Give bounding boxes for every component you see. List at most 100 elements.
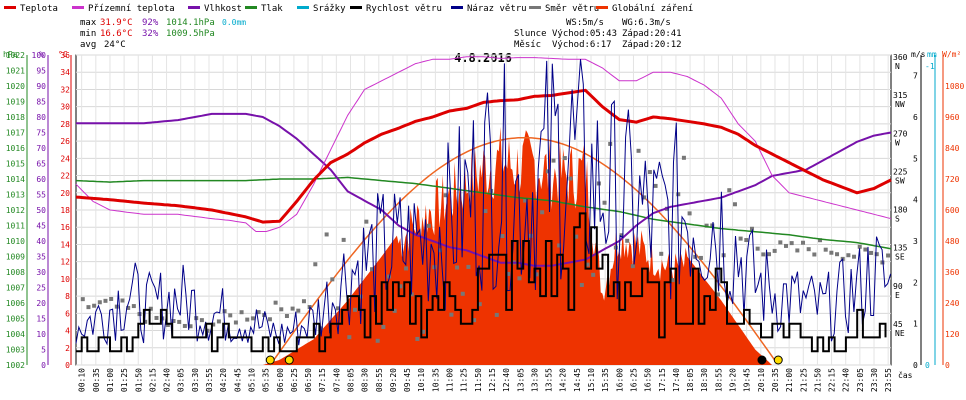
hum-tick-label: 70 [36, 144, 46, 153]
hum-tick-label: 45 [36, 222, 46, 231]
wind-direction-point [392, 308, 397, 313]
dir-deg-label: 45 [893, 320, 903, 329]
time-tick-label: 09:45 [403, 368, 412, 392]
wind-direction-point [347, 335, 352, 340]
wind-direction-point [148, 306, 153, 311]
dir-name-label: W [895, 138, 900, 147]
wind-direction-point [636, 148, 641, 153]
wind-direction-point [273, 300, 278, 305]
wind-direction-point [137, 312, 142, 317]
hum-tick-label: 90 [36, 82, 46, 91]
wm-tick-label: 360 [945, 268, 960, 277]
wind-direction-point [852, 254, 857, 259]
wind-direction-point [795, 248, 800, 253]
legend-label: Rychlost větru [366, 4, 442, 14]
wind-direction-point [313, 262, 318, 267]
time-tick-label: 11:00 [446, 368, 455, 392]
hum-tick-label: 60 [36, 175, 46, 184]
time-tick-label: 05:10 [247, 368, 256, 392]
wind-direction-point [245, 317, 250, 322]
time-tick-label: 14:20 [559, 368, 568, 392]
stat-max-temp: 31.9°C [100, 18, 133, 28]
moonset-marker [757, 355, 767, 365]
wind-direction-point [449, 312, 454, 317]
time-tick-label: 08:55 [375, 368, 384, 392]
time-tick-label: 22:15 [828, 368, 837, 392]
time-tick-label: 12:15 [488, 368, 497, 392]
stat-avg-temp: 24°C [104, 40, 126, 50]
time-tick-label: 23:55 [884, 368, 893, 392]
sun-moon-info: WS:5m/s WG:6.3m/s Slunce Východ:05:43 Zá… [514, 18, 682, 50]
wind-direction-point [109, 296, 114, 301]
hpa-tick-label: 1015 [6, 160, 25, 169]
wind-direction-point [630, 264, 635, 269]
legend-label: Globální záření [612, 4, 693, 14]
temp-tick-label: 28 [60, 120, 70, 129]
dir-name-label: E [895, 291, 900, 300]
hpa-tick-label: 1020 [6, 82, 25, 91]
radiation-clearsky-curve [269, 136, 777, 366]
wind-direction-point [523, 198, 528, 203]
stat-max-hum: 92% [142, 18, 159, 28]
time-tick-label: 19:45 [743, 368, 752, 392]
temp-tick-label: 34 [60, 68, 70, 77]
info-sun-rise: Východ:05:43 [552, 29, 617, 39]
legend-swatch [596, 6, 608, 9]
hum-tick-label: 35 [36, 253, 46, 262]
wind-direction-point [857, 244, 862, 249]
wind-direction-point [114, 304, 119, 309]
wind-direction-point [466, 264, 471, 269]
hum-tick-label: 40 [36, 237, 46, 246]
hpa-tick-label: 1002 [6, 361, 25, 370]
temp-tick-label: 14 [60, 240, 70, 249]
wind-direction-point [222, 309, 227, 314]
wind-direction-point [211, 322, 216, 327]
time-tick-label: 10:35 [431, 368, 440, 392]
wind-direction-point [103, 298, 108, 303]
wind-direction-point [92, 303, 97, 308]
wind-direction-point [171, 319, 176, 324]
series-temperature-line [75, 88, 892, 224]
legend-swatch [350, 6, 362, 9]
wind-direction-point [506, 271, 511, 276]
wind-direction-point [579, 282, 584, 287]
stat-min-label: min [80, 29, 96, 39]
hpa-axis-label: hPa [3, 50, 18, 59]
legend-swatch [72, 6, 84, 9]
time-tick-label: 03:30 [191, 368, 200, 392]
wind-direction-point [358, 294, 363, 299]
dir-deg-label: 270 [893, 129, 908, 138]
hpa-tick-label: 1021 [6, 67, 25, 76]
wm-tick-label: 840 [945, 144, 960, 153]
time-tick-label: 02:15 [148, 368, 157, 392]
stat-max-press: 1014.1hPa [166, 18, 215, 28]
wind-direction-point [290, 306, 295, 311]
time-tick-label: 16:25 [629, 368, 638, 392]
wind-direction-point [177, 319, 182, 324]
dir-name-label: NW [895, 100, 905, 109]
wind-direction-point [455, 265, 460, 270]
legend-label: Náraz větru [467, 4, 527, 14]
time-tick-label: 13:05 [516, 368, 525, 392]
time-tick-label: 17:40 [672, 368, 681, 392]
hpa-tick-label: 1008 [6, 268, 25, 277]
wind-direction-point [772, 248, 777, 253]
wind-direction-point [874, 252, 879, 257]
wind-direction-point [551, 158, 556, 163]
moonrise-marker [284, 355, 294, 365]
time-tick-label: 14:45 [573, 368, 582, 392]
time-tick-label: 12:40 [502, 368, 511, 392]
hum-tick-label: 80 [36, 113, 46, 122]
legend-swatch [529, 6, 541, 9]
time-tick-label: 23:05 [856, 368, 865, 392]
legend-label: Teplota [20, 4, 58, 14]
wind-direction-point [818, 238, 823, 243]
wind-direction-point [784, 243, 789, 248]
legend-swatch [188, 6, 200, 9]
wind-direction-point [330, 277, 335, 282]
info-sun-set: Západ:20:41 [622, 29, 682, 39]
wind-direction-point [375, 338, 380, 343]
time-tick-label: 04:20 [219, 368, 228, 392]
wind-direction-point [880, 260, 885, 265]
